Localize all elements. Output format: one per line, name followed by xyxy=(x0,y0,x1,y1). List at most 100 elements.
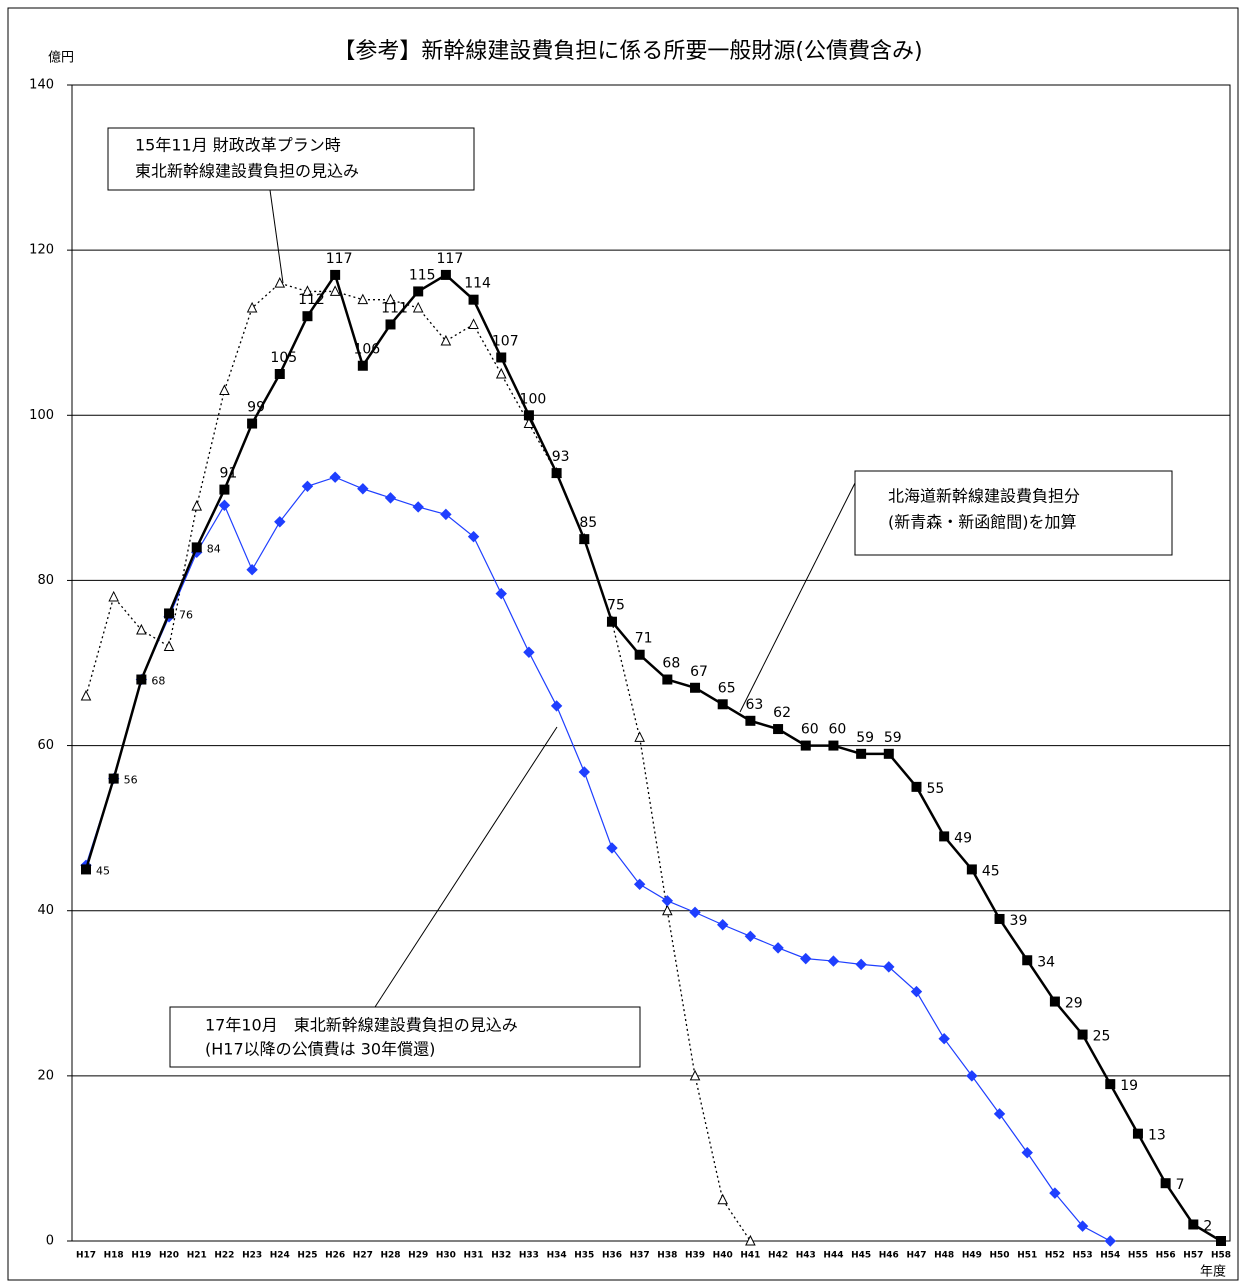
diamond-marker xyxy=(855,958,867,971)
x-tick-label: H22 xyxy=(214,1251,234,1261)
diamond-marker xyxy=(1104,1235,1116,1247)
square-marker xyxy=(939,831,950,842)
square-marker xyxy=(1022,955,1033,966)
triangle-marker xyxy=(163,640,175,651)
square-marker xyxy=(108,773,119,784)
x-tick-label: H31 xyxy=(464,1251,484,1261)
diamond-marker xyxy=(800,952,812,965)
triangle-marker xyxy=(329,285,341,296)
annotation-box xyxy=(169,1006,641,1068)
x-tick-label: H23 xyxy=(242,1251,262,1261)
x-tick-label: H38 xyxy=(657,1251,677,1261)
x-tick-label: H43 xyxy=(796,1251,816,1261)
diamond-marker xyxy=(883,961,895,973)
x-tick-label: H18 xyxy=(104,1251,124,1261)
square-marker xyxy=(440,269,451,280)
square-marker xyxy=(164,608,175,619)
chart-title: 【参考】新幹線建設費負担に係る所要一般財源(公債費含み) xyxy=(333,39,922,64)
diamond-marker xyxy=(357,483,369,495)
square-marker xyxy=(966,864,977,875)
x-tick-label: H57 xyxy=(1183,1251,1203,1261)
diamond-marker xyxy=(633,878,646,890)
x-tick-label: H44 xyxy=(823,1251,843,1261)
triangle-marker xyxy=(246,301,258,313)
annotation-text: 15年11月 財政改革プラン時 xyxy=(135,136,341,155)
annotation-text: 北海道新幹線建設費負担分 xyxy=(888,487,1080,506)
square-marker xyxy=(579,534,590,545)
triangle-marker xyxy=(689,1069,701,1081)
x-tick-label: H34 xyxy=(547,1251,567,1261)
data-label: 112 xyxy=(298,292,325,308)
leader-line xyxy=(269,189,284,284)
x-tick-label: H25 xyxy=(297,1251,317,1261)
triangle-marker xyxy=(274,277,286,288)
diamond-marker xyxy=(384,492,397,504)
data-label: 7 xyxy=(1176,1177,1185,1193)
diamond-marker xyxy=(689,906,701,919)
x-tick-label: H56 xyxy=(1156,1251,1176,1261)
diamond-marker xyxy=(495,587,507,600)
x-tick-label: H19 xyxy=(131,1251,151,1261)
square-marker xyxy=(1077,1029,1088,1040)
square-marker xyxy=(634,649,645,660)
data-label: 93 xyxy=(552,449,570,465)
diamond-marker xyxy=(523,646,535,658)
diamond-marker xyxy=(966,1070,978,1082)
x-tick-label: H54 xyxy=(1100,1251,1120,1261)
triangle-marker xyxy=(634,731,645,742)
data-label: 60 xyxy=(801,722,819,738)
x-tick-label: H50 xyxy=(990,1251,1010,1261)
diamond-marker xyxy=(440,508,452,521)
diamond-marker xyxy=(772,942,784,954)
square-marker xyxy=(385,319,396,330)
triangle-marker xyxy=(302,285,313,296)
data-label: 111 xyxy=(381,300,408,316)
triangle-marker xyxy=(80,689,92,701)
y-tick-label: 20 xyxy=(37,1068,54,1083)
x-tick-label: H47 xyxy=(906,1251,926,1261)
data-label: 117 xyxy=(326,251,353,267)
square-marker xyxy=(745,715,756,726)
x-tick-label: H41 xyxy=(740,1251,760,1261)
y-axis-label: 億円 xyxy=(48,50,74,66)
data-label: 68 xyxy=(662,656,680,672)
x-tick-label: H46 xyxy=(879,1251,899,1261)
diamond-marker xyxy=(412,501,424,513)
square-marker xyxy=(856,748,867,759)
square-marker xyxy=(662,674,673,685)
square-marker xyxy=(1216,1236,1226,1246)
diamond-marker xyxy=(993,1108,1006,1120)
x-tick-label: H17 xyxy=(76,1251,96,1261)
triangle-marker xyxy=(495,367,507,379)
diamond-marker xyxy=(550,700,563,712)
x-tick-label: H45 xyxy=(851,1251,871,1261)
triangle-marker xyxy=(412,301,424,313)
y-tick-label: 120 xyxy=(29,243,54,258)
x-tick-label: H36 xyxy=(602,1251,622,1261)
diamond-marker xyxy=(218,499,231,511)
y-tick-label: 60 xyxy=(37,738,54,753)
series-line xyxy=(85,476,1111,1242)
square-marker xyxy=(911,781,922,792)
diamond-marker xyxy=(744,930,757,943)
diamond-marker xyxy=(1021,1146,1033,1159)
x-tick-label: H24 xyxy=(270,1251,290,1261)
triangle-marker xyxy=(136,623,147,635)
data-label: 45 xyxy=(982,863,1000,879)
square-marker xyxy=(274,369,285,379)
diamond-marker xyxy=(578,766,591,778)
x-tick-label: H29 xyxy=(408,1251,428,1261)
diamond-marker xyxy=(274,516,286,528)
data-label: 100 xyxy=(520,391,547,407)
square-marker xyxy=(1049,996,1060,1007)
data-label: 39 xyxy=(1010,913,1028,929)
x-tick-label: H26 xyxy=(325,1251,345,1261)
data-label: 2 xyxy=(1203,1218,1212,1234)
square-marker xyxy=(247,418,258,429)
diamond-marker xyxy=(910,985,923,998)
data-label: 63 xyxy=(745,697,763,713)
diamond-marker xyxy=(606,842,618,854)
square-marker xyxy=(413,286,424,297)
square-marker xyxy=(717,699,728,710)
data-label: 71 xyxy=(635,631,653,647)
